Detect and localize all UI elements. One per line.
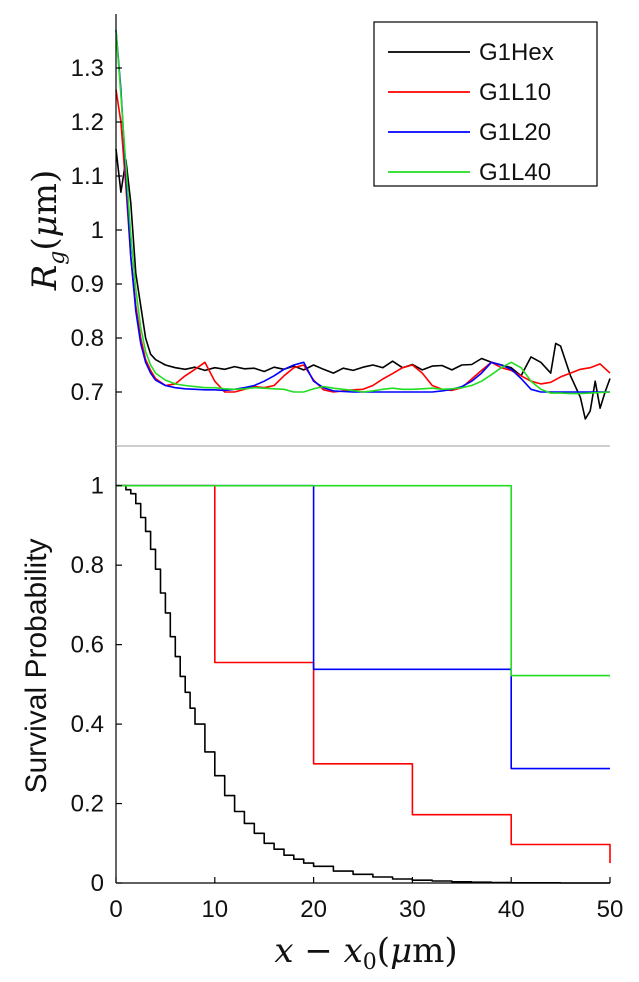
- legend: G1Hex G1L10 G1L20 G1L40: [373, 21, 598, 187]
- survival-panel: 0 0.2 0.4 0.6 0.8 1 0 10 20 30 40 50 Survival Prob…: [20, 446, 623, 975]
- survival-y-axis-label: Survival Probability: [20, 538, 53, 793]
- survival-series-line-g1l10: [116, 484, 611, 864]
- legend-items: G1Hex G1L10 G1L20 G1L40: [388, 39, 554, 186]
- rg-y-label-unit: (: [25, 237, 65, 250]
- rg-y-label-m: m): [25, 170, 65, 216]
- survival-x-ticks: 0 10 20 30 40 50: [109, 877, 623, 923]
- x-tick-label: 30: [399, 896, 426, 923]
- rg-y-tick-label: 1.1: [71, 163, 104, 190]
- x-label-minus: −: [294, 931, 344, 971]
- survival-y-tick-label: 0.6: [71, 632, 104, 659]
- x-tick-label: 20: [300, 896, 327, 923]
- rg-y-ticks: 0.7 0.8 0.9 1 1.1 1.2 1.3: [71, 55, 122, 406]
- rg-y-tick-label: 0.8: [71, 325, 104, 352]
- x-label-m: m): [412, 931, 458, 971]
- rg-series-line-g1hex: [115, 148, 611, 420]
- survival-y-ticks: 0 0.2 0.4 0.6 0.8 1: [71, 473, 122, 897]
- x-label-x: x: [274, 931, 293, 971]
- x-tick-label: 10: [201, 896, 228, 923]
- survival-series-line-g1l40: [116, 484, 610, 677]
- x-label-mu: μ: [390, 931, 412, 971]
- x-label-x0: x: [344, 931, 363, 971]
- rg-series-line-g1l20: [115, 30, 610, 393]
- rg-y-label-base: R: [25, 265, 65, 292]
- survival-series-line-g1l20: [116, 484, 610, 770]
- x-tick-label: 50: [597, 896, 624, 923]
- survival-y-tick-label: 0.8: [71, 552, 104, 579]
- legend-label-g1l10: G1L10: [479, 79, 551, 106]
- legend-label-g1hex: G1Hex: [479, 39, 554, 66]
- survival-y-tick-label: 1: [91, 473, 104, 500]
- x-axis-label: x − x0(μm): [274, 931, 457, 975]
- rg-y-tick-label: 1: [91, 217, 104, 244]
- survival-series-line-g1hex: [116, 484, 610, 884]
- legend-box: [373, 21, 598, 187]
- rg-y-label-sub: g: [45, 251, 70, 265]
- x-label-open: (: [377, 931, 390, 971]
- rg-y-tick-label: 1.2: [71, 109, 104, 136]
- x-label-sub0: 0: [363, 950, 377, 975]
- rg-y-tick-label: 1.3: [71, 55, 104, 82]
- rg-y-tick-label: 0.7: [71, 379, 104, 406]
- x-tick-label: 40: [498, 896, 525, 923]
- survival-series-group: [116, 484, 611, 884]
- rg-panel: 0.7 0.8 0.9 1 1.1 1.2 1.3 Rg(μm) G1Hex G1L10 G1L…: [25, 14, 611, 447]
- rg-y-label-mu: μ: [25, 215, 65, 237]
- survival-y-tick-label: 0: [91, 870, 104, 897]
- x-tick-label: 0: [109, 896, 122, 923]
- survival-y-tick-label: 0.4: [71, 711, 104, 738]
- survival-y-tick-label: 0.2: [71, 791, 104, 818]
- rg-series-line-g1l40: [115, 30, 611, 395]
- legend-label-g1l40: G1L40: [479, 159, 551, 186]
- legend-label-g1l20: G1L20: [479, 119, 551, 146]
- rg-y-axis-label: Rg(μm): [25, 170, 70, 292]
- rg-series-group: [115, 30, 611, 420]
- rg-y-tick-label: 0.9: [71, 271, 104, 298]
